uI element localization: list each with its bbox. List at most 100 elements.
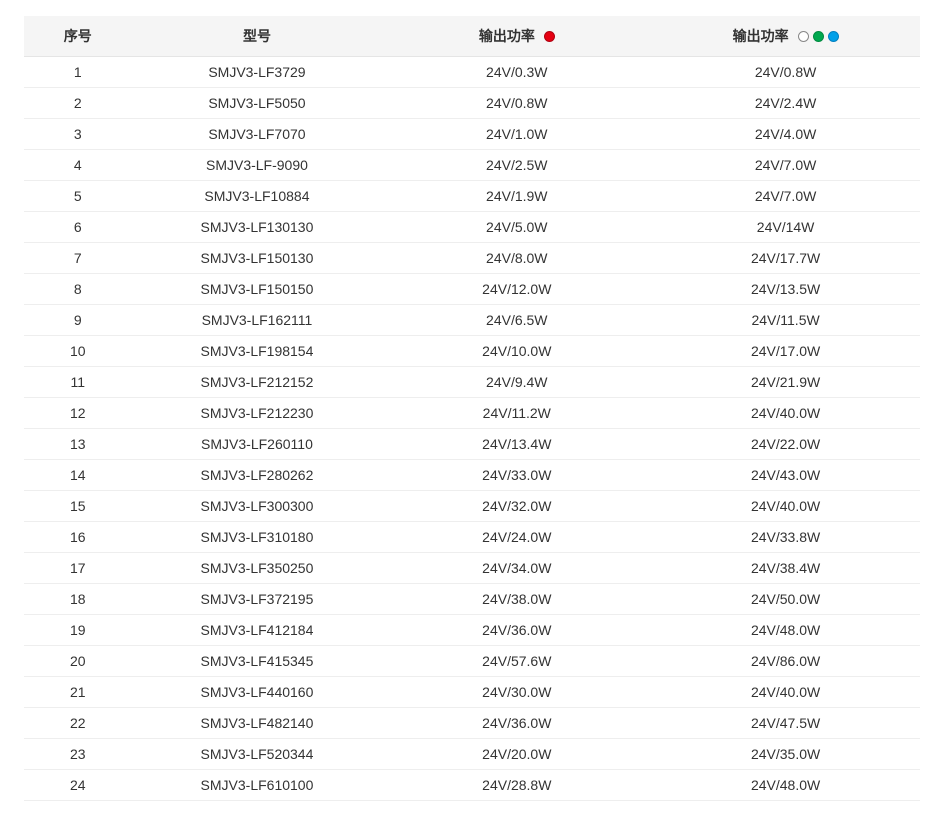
cell-power-wgb: 24V/11.5W (651, 305, 920, 336)
col-header-seq: 序号 (24, 16, 132, 57)
cell-model: SMJV3-LF162111 (132, 305, 383, 336)
cell-power-red: 24V/34.0W (382, 553, 651, 584)
table-row: 15SMJV3-LF30030024V/32.0W24V/40.0W (24, 491, 920, 522)
cell-power-wgb: 24V/4.0W (651, 119, 920, 150)
table-row: 14SMJV3-LF28026224V/33.0W24V/43.0W (24, 460, 920, 491)
cell-model: SMJV3-LF440160 (132, 677, 383, 708)
cell-seq: 22 (24, 708, 132, 739)
cell-power-red: 24V/13.4W (382, 429, 651, 460)
cell-seq: 7 (24, 243, 132, 274)
cell-power-red: 24V/38.0W (382, 584, 651, 615)
col-header-power2-dots (796, 31, 839, 42)
spec-table: 序号 型号 输出功率 输出功率 1SMJV3-LF372924V/0 (24, 16, 920, 801)
table-header-row: 序号 型号 输出功率 输出功率 (24, 16, 920, 57)
cell-power-wgb: 24V/0.8W (651, 57, 920, 88)
cell-model: SMJV3-LF260110 (132, 429, 383, 460)
cell-power-wgb: 24V/2.4W (651, 88, 920, 119)
cell-power-wgb: 24V/50.0W (651, 584, 920, 615)
cell-seq: 21 (24, 677, 132, 708)
col-header-power-wgb: 输出功率 (651, 16, 920, 57)
col-header-power2-label: 输出功率 (733, 28, 789, 44)
cell-power-red: 24V/2.5W (382, 150, 651, 181)
cell-power-red: 24V/36.0W (382, 708, 651, 739)
table-row: 21SMJV3-LF44016024V/30.0W24V/40.0W (24, 677, 920, 708)
table-row: 5SMJV3-LF1088424V/1.9W24V/7.0W (24, 181, 920, 212)
cell-power-wgb: 24V/86.0W (651, 646, 920, 677)
cell-model: SMJV3-LF3729 (132, 57, 383, 88)
table-row: 2SMJV3-LF505024V/0.8W24V/2.4W (24, 88, 920, 119)
cell-seq: 4 (24, 150, 132, 181)
green-dot-icon (813, 31, 824, 42)
table-row: 24SMJV3-LF61010024V/28.8W24V/48.0W (24, 770, 920, 801)
cell-model: SMJV3-LF212152 (132, 367, 383, 398)
cell-power-wgb: 24V/7.0W (651, 181, 920, 212)
cell-power-wgb: 24V/17.0W (651, 336, 920, 367)
cell-seq: 20 (24, 646, 132, 677)
cell-model: SMJV3-LF150150 (132, 274, 383, 305)
col-header-model-label: 型号 (243, 28, 271, 44)
cell-power-wgb: 24V/47.5W (651, 708, 920, 739)
cell-model: SMJV3-LF482140 (132, 708, 383, 739)
cell-model: SMJV3-LF10884 (132, 181, 383, 212)
cell-power-red: 24V/1.0W (382, 119, 651, 150)
cell-power-red: 24V/8.0W (382, 243, 651, 274)
cell-seq: 16 (24, 522, 132, 553)
cell-seq: 1 (24, 57, 132, 88)
white-dot-icon (798, 31, 809, 42)
cell-power-wgb: 24V/17.7W (651, 243, 920, 274)
cell-power-wgb: 24V/33.8W (651, 522, 920, 553)
cell-model: SMJV3-LF350250 (132, 553, 383, 584)
cell-power-red: 24V/57.6W (382, 646, 651, 677)
cell-power-red: 24V/33.0W (382, 460, 651, 491)
table-row: 17SMJV3-LF35025024V/34.0W24V/38.4W (24, 553, 920, 584)
cell-power-red: 24V/20.0W (382, 739, 651, 770)
cell-power-red: 24V/1.9W (382, 181, 651, 212)
table-row: 22SMJV3-LF48214024V/36.0W24V/47.5W (24, 708, 920, 739)
col-header-model: 型号 (132, 16, 383, 57)
col-header-seq-label: 序号 (64, 28, 92, 44)
cell-power-red: 24V/28.8W (382, 770, 651, 801)
table-row: 9SMJV3-LF16211124V/6.5W24V/11.5W (24, 305, 920, 336)
cell-power-wgb: 24V/40.0W (651, 677, 920, 708)
cell-model: SMJV3-LF610100 (132, 770, 383, 801)
table-row: 4SMJV3-LF-909024V/2.5W24V/7.0W (24, 150, 920, 181)
cell-power-red: 24V/24.0W (382, 522, 651, 553)
cell-seq: 17 (24, 553, 132, 584)
table-row: 18SMJV3-LF37219524V/38.0W24V/50.0W (24, 584, 920, 615)
table-row: 16SMJV3-LF31018024V/24.0W24V/33.8W (24, 522, 920, 553)
table-row: 12SMJV3-LF21223024V/11.2W24V/40.0W (24, 398, 920, 429)
cell-seq: 11 (24, 367, 132, 398)
cell-model: SMJV3-LF280262 (132, 460, 383, 491)
cell-seq: 19 (24, 615, 132, 646)
cell-seq: 13 (24, 429, 132, 460)
cell-power-red: 24V/30.0W (382, 677, 651, 708)
blue-dot-icon (828, 31, 839, 42)
cell-power-red: 24V/10.0W (382, 336, 651, 367)
cell-model: SMJV3-LF372195 (132, 584, 383, 615)
cell-model: SMJV3-LF5050 (132, 88, 383, 119)
col-header-power-red: 输出功率 (382, 16, 651, 57)
cell-seq: 24 (24, 770, 132, 801)
table-row: 1SMJV3-LF372924V/0.3W24V/0.8W (24, 57, 920, 88)
cell-seq: 23 (24, 739, 132, 770)
cell-model: SMJV3-LF412184 (132, 615, 383, 646)
cell-power-red: 24V/36.0W (382, 615, 651, 646)
table-row: 7SMJV3-LF15013024V/8.0W24V/17.7W (24, 243, 920, 274)
cell-seq: 6 (24, 212, 132, 243)
cell-seq: 15 (24, 491, 132, 522)
cell-power-wgb: 24V/7.0W (651, 150, 920, 181)
cell-seq: 12 (24, 398, 132, 429)
cell-power-red: 24V/12.0W (382, 274, 651, 305)
cell-model: SMJV3-LF150130 (132, 243, 383, 274)
table-row: 19SMJV3-LF41218424V/36.0W24V/48.0W (24, 615, 920, 646)
col-header-power1-dots (542, 31, 555, 42)
cell-model: SMJV3-LF212230 (132, 398, 383, 429)
cell-power-red: 24V/32.0W (382, 491, 651, 522)
cell-model: SMJV3-LF520344 (132, 739, 383, 770)
cell-model: SMJV3-LF7070 (132, 119, 383, 150)
cell-power-red: 24V/0.3W (382, 57, 651, 88)
cell-model: SMJV3-LF310180 (132, 522, 383, 553)
red-dot-icon (544, 31, 555, 42)
cell-seq: 2 (24, 88, 132, 119)
table-header: 序号 型号 输出功率 输出功率 (24, 16, 920, 57)
